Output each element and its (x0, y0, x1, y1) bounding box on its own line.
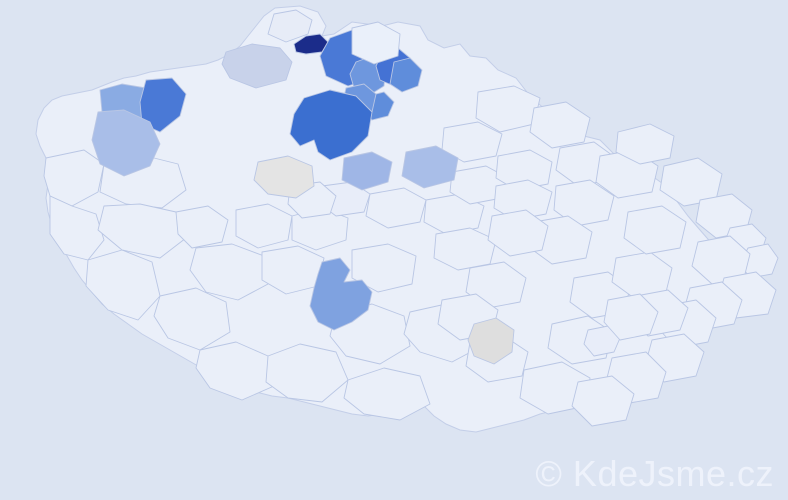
district-praha-vychod[interactable] (365, 187, 427, 229)
district-klatovy[interactable] (85, 249, 161, 321)
district-chomutov[interactable] (221, 43, 293, 89)
district-strakonice[interactable] (189, 243, 269, 301)
district-vyskov[interactable] (603, 293, 659, 341)
district-prachatice[interactable] (153, 287, 231, 351)
district-mlada-boleslav[interactable] (401, 145, 459, 189)
district-melnik[interactable] (341, 151, 393, 191)
district-cesky-krumlov[interactable] (195, 341, 275, 401)
district-cheb[interactable] (91, 109, 161, 177)
district-ceska-lipa[interactable] (351, 21, 401, 65)
district-pisek[interactable] (309, 257, 373, 331)
watermark-kdejsme: © KdeJsme.cz (535, 453, 774, 494)
district-most[interactable] (267, 9, 313, 43)
district-domazlice[interactable] (49, 195, 105, 261)
district-breclav[interactable] (571, 375, 635, 427)
district-rakovnik[interactable] (253, 155, 315, 199)
district-chrudim[interactable] (487, 209, 549, 257)
district-olomouc[interactable] (623, 205, 687, 255)
district-karlovy-vary[interactable] (139, 77, 187, 133)
district-beroun[interactable] (235, 203, 293, 249)
district-zdar-nad-sazavou[interactable] (467, 317, 515, 365)
district-rokycany[interactable] (175, 205, 229, 249)
district-plzen-jih[interactable] (97, 203, 187, 259)
district-nachod[interactable] (529, 101, 591, 149)
district-liberec[interactable] (389, 57, 423, 93)
districts-no-data-layer (43, 85, 779, 427)
district-hradec-kralove[interactable] (495, 149, 553, 191)
district-louny[interactable] (289, 89, 373, 161)
district-usti-nad-orlici[interactable] (553, 179, 615, 227)
district-jindrichuv-hradec[interactable] (343, 367, 431, 421)
districts-data-layer (91, 9, 515, 365)
district-kutna-hora[interactable] (433, 227, 497, 271)
district-havlickuv-brod[interactable] (465, 261, 527, 309)
district-benesov[interactable] (351, 243, 417, 293)
district-ceske-budejovice[interactable] (265, 343, 349, 403)
district-tachov[interactable] (43, 149, 105, 207)
district-pardubice[interactable] (493, 179, 553, 221)
district-jesenik[interactable] (615, 123, 675, 165)
